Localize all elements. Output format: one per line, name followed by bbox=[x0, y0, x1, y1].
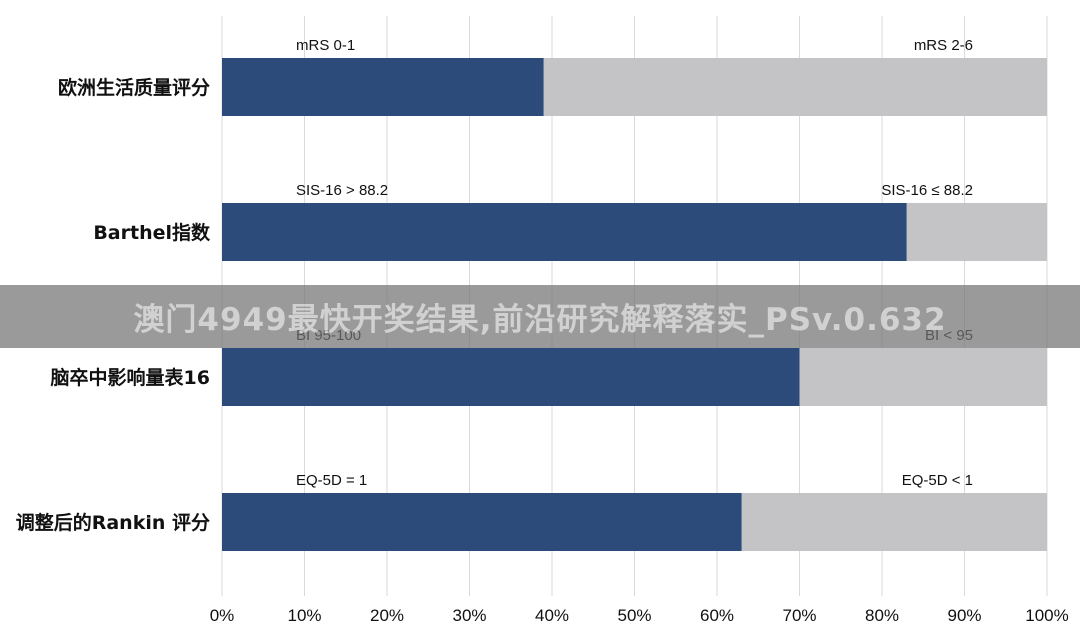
x-tick-label: 10% bbox=[287, 606, 321, 625]
watermark-text: 澳门4949最快开奖结果,前沿研究解释落实_PSv.0.632 bbox=[133, 302, 947, 338]
bar-segment bbox=[799, 348, 1047, 406]
x-tick-label: 0% bbox=[210, 606, 235, 625]
x-tick-label: 70% bbox=[782, 606, 816, 625]
x-tick-label: 100% bbox=[1025, 606, 1068, 625]
x-tick-label: 50% bbox=[617, 606, 651, 625]
bar-segment bbox=[222, 348, 800, 406]
segment-label: mRS 2-6 bbox=[914, 37, 973, 54]
x-tick-label: 80% bbox=[865, 606, 899, 625]
bar-segment bbox=[222, 203, 907, 261]
segment-label: SIS-16 > 88.2 bbox=[296, 182, 388, 199]
x-tick-label: 20% bbox=[370, 606, 404, 625]
x-tick-label: 60% bbox=[700, 606, 734, 625]
category-label: 脑卒中影响量表16 bbox=[50, 366, 210, 389]
bar-segment bbox=[741, 493, 1047, 551]
segment-label: mRS 0-1 bbox=[296, 37, 355, 54]
segment-label: SIS-16 ≤ 88.2 bbox=[881, 182, 973, 199]
segment-label: EQ-5D < 1 bbox=[902, 472, 973, 489]
x-tick-label: 40% bbox=[535, 606, 569, 625]
category-label: 调整后的Rankin 评分 bbox=[16, 511, 210, 534]
bar-segment bbox=[222, 58, 544, 116]
category-label: 欧洲生活质量评分 bbox=[58, 76, 210, 99]
segment-label: EQ-5D = 1 bbox=[296, 472, 367, 489]
x-tick-label: 90% bbox=[947, 606, 981, 625]
x-tick-label: 30% bbox=[452, 606, 486, 625]
bar-segment bbox=[906, 203, 1047, 261]
category-label: Barthel指数 bbox=[93, 221, 211, 244]
watermark-banner: 澳门4949最快开奖结果,前沿研究解释落实_PSv.0.632 bbox=[0, 285, 1080, 348]
bar-segment bbox=[543, 58, 1047, 116]
bar-segment bbox=[222, 493, 742, 551]
